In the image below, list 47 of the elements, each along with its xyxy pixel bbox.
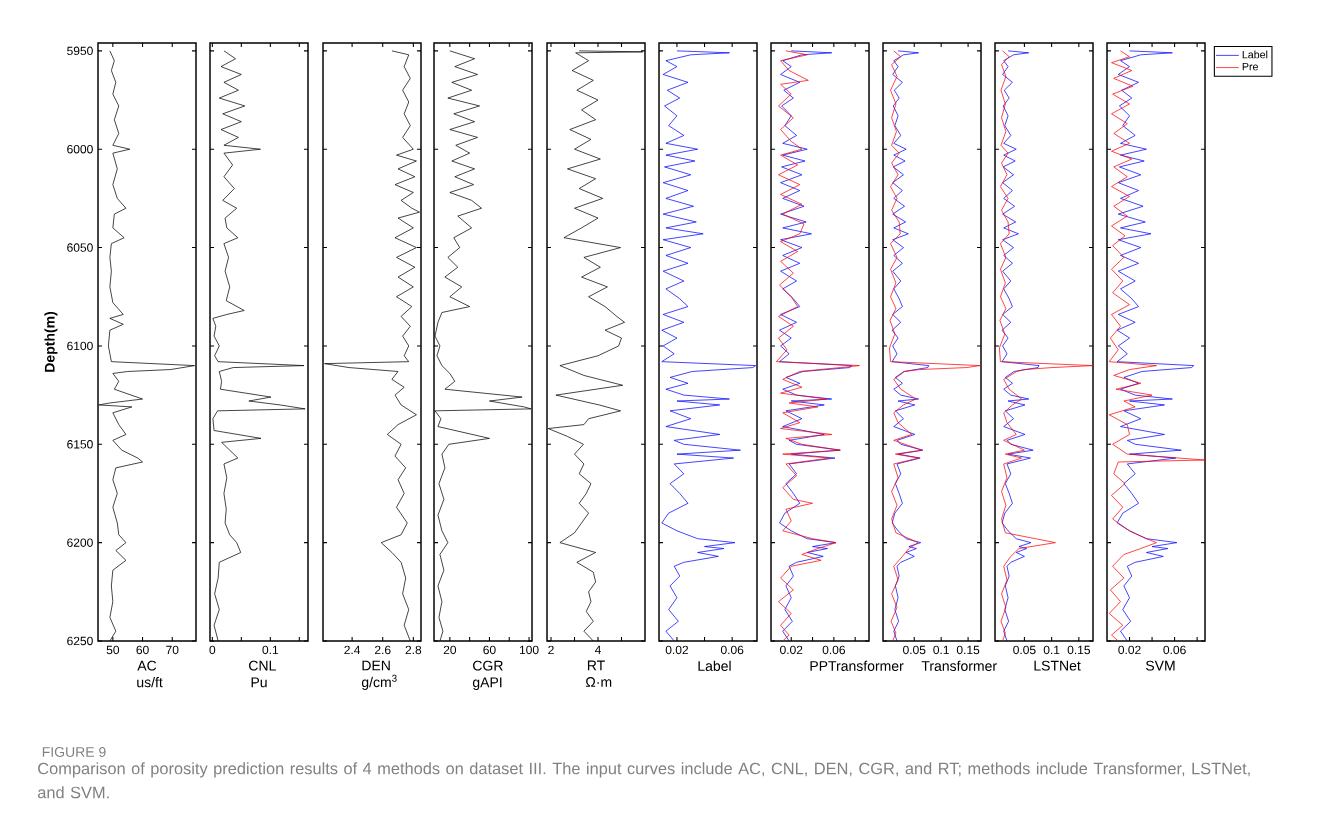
x-tick-label: 20 xyxy=(443,645,457,655)
x-axis-title: RT Ω·m xyxy=(585,660,612,687)
x-axis-title: Transformer xyxy=(921,660,997,671)
x-tick-label: 0.15 xyxy=(1067,645,1091,655)
x-axis-title: DEN g/cm$^{3}$ xyxy=(361,660,397,690)
x-axis-title: Label xyxy=(698,660,731,671)
y-tick-label: 6050 xyxy=(67,243,93,252)
x-tick-label: 0.06 xyxy=(720,645,744,655)
x-tick-label: 70 xyxy=(166,645,179,655)
x-tick-label: 0.05 xyxy=(1013,645,1036,655)
x-tick-label: 0.02 xyxy=(1118,645,1141,655)
y-axis-title: Depth(m) xyxy=(44,311,58,372)
y-tick-label: 5950 xyxy=(67,46,93,56)
x-tick-label: 60 xyxy=(483,645,496,655)
y-tick-label: 6000 xyxy=(67,144,93,154)
x-axis-title: CNL Pu xyxy=(249,660,276,688)
y-tick-label: 6100 xyxy=(67,341,93,351)
x-axis-title: SVM xyxy=(1145,660,1175,671)
text: Comparison of porosity prediction results of 4 methods on dataset III. The input curves include AC, CNL, DEN, CGR, and RT; methods include Transformer, LSTNet, and SVM. xyxy=(37,762,1250,799)
x-tick-label: 0.1 xyxy=(262,645,279,655)
x-axis-title: CGR gAPI xyxy=(472,660,503,691)
x-tick-label: 50 xyxy=(106,645,120,655)
x-tick-label: 0.1 xyxy=(933,645,949,655)
x-tick-label: 0.02 xyxy=(780,645,803,655)
x-axis-title: LSTNet xyxy=(1034,660,1081,671)
x-tick-label: 0.1 xyxy=(1043,645,1060,655)
caption: FIGURE 9 xyxy=(42,747,106,757)
x-axis-title: PPTransformer xyxy=(810,660,904,671)
x-tick-label: 2.4 xyxy=(344,645,361,655)
x-tick-label: 0.05 xyxy=(903,645,926,655)
x-tick-label: 2 xyxy=(548,645,554,655)
x-tick-label: 0.15 xyxy=(956,645,980,655)
y-tick-label: 6150 xyxy=(67,440,93,449)
y-tick-label: 6250 xyxy=(67,636,93,646)
x-tick-label: 0 xyxy=(209,645,216,655)
x-tick-label: 2.8 xyxy=(405,645,422,655)
x-tick-label: 4 xyxy=(594,645,601,654)
legend-label: Pre xyxy=(1242,62,1258,71)
y-tick-label: 6200 xyxy=(67,538,93,547)
x-axis-title: AC us/ft xyxy=(137,660,163,688)
legend-label: Label xyxy=(1242,50,1268,59)
x-tick-label: 100 xyxy=(519,645,539,655)
x-tick-label: 60 xyxy=(136,645,149,655)
x-tick-label: 2.6 xyxy=(374,645,391,655)
x-tick-label: 0.02 xyxy=(665,645,689,655)
x-tick-label: 0.06 xyxy=(1163,645,1186,655)
x-tick-label: 0.06 xyxy=(822,645,846,655)
